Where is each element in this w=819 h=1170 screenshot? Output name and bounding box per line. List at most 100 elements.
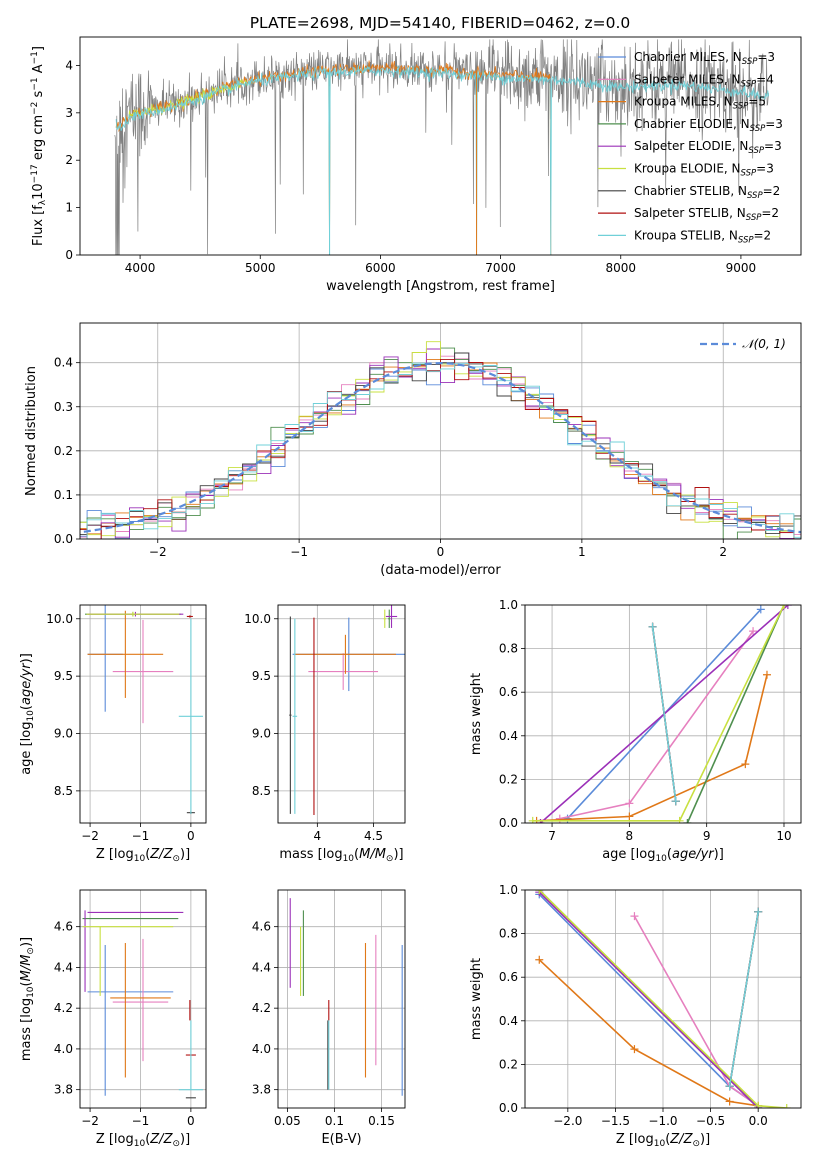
x-tick-label: −1.5 bbox=[601, 1114, 630, 1128]
label-part: 10 bbox=[654, 1139, 666, 1149]
label-part: ( bbox=[354, 847, 359, 862]
label-part: ] bbox=[31, 46, 46, 51]
y-tick-label: 4.6 bbox=[252, 920, 271, 934]
x-axis-label: E(B-V) bbox=[321, 1132, 361, 1147]
y-tick-label: 0.8 bbox=[499, 927, 518, 941]
legend-count: =5 bbox=[748, 95, 766, 109]
x-tick-label: −0.5 bbox=[696, 1114, 725, 1128]
weight-marker-krou_elodie bbox=[675, 816, 684, 823]
y-axis-label: Flux [fλ10−17 erg cm−2 s−1 A−1] bbox=[30, 46, 48, 246]
panel-residuals: −2 −1 0 1 2 0.0 0.1 0.2 0.3 0.4 (data-model)/error… bbox=[24, 322, 802, 578]
plot-area bbox=[289, 605, 405, 815]
y-tick-label: 10.0 bbox=[46, 612, 73, 626]
weight-marker-krou_elodie bbox=[528, 816, 537, 823]
x-tick-label: 1 bbox=[578, 545, 586, 559]
y-tick-label: 0.6 bbox=[499, 685, 518, 699]
y-tick-label: 0.0 bbox=[54, 532, 73, 546]
weight-marker-krou_stelib bbox=[648, 622, 657, 631]
y-tick-label: 3.8 bbox=[54, 1083, 73, 1097]
x-tick-label: −2 bbox=[81, 829, 99, 843]
model-spectrum-krou_stelib bbox=[115, 65, 769, 255]
legend-text: Salpeter MILES, N bbox=[634, 72, 741, 86]
label-part: 10 bbox=[134, 854, 146, 864]
x-tick-label: −1 bbox=[132, 1114, 150, 1128]
label-part: s bbox=[31, 90, 46, 101]
label-part: 10 bbox=[31, 183, 46, 200]
label-part: Z/Z bbox=[669, 1132, 693, 1147]
x-tick-label: 7000 bbox=[485, 261, 516, 275]
legend-entry-salp_stelib: Salpeter STELIB, NSSP=2 bbox=[634, 206, 779, 223]
weight-marker-krou_stelib bbox=[725, 1082, 734, 1091]
legend-count: =3 bbox=[757, 50, 775, 64]
weight-line-chab_elodie bbox=[686, 605, 785, 823]
label-part: ( bbox=[19, 981, 34, 986]
y-tick-label: 4.4 bbox=[252, 960, 271, 974]
legend-sub: SSP bbox=[742, 57, 758, 67]
label-part: −17 bbox=[30, 164, 40, 183]
legend-count: =3 bbox=[764, 139, 782, 153]
panel-z_age: −2 −1 08.59.09.510.0Z [log10(Z/Z⊙)]age [lo… bbox=[19, 604, 207, 864]
y-tick-label: 4.0 bbox=[54, 1042, 73, 1056]
y-tick-label: 3.8 bbox=[252, 1083, 271, 1097]
x-tick-label: 8000 bbox=[605, 261, 636, 275]
label-part: 10 bbox=[26, 710, 36, 722]
legend-text: Chabrier MILES, N bbox=[634, 50, 742, 64]
legend-entry-krou_miles: Kroupa MILES, NSSP=5 bbox=[634, 95, 766, 112]
axes-frame bbox=[79, 36, 802, 256]
weight-marker-chab_elodie bbox=[683, 819, 692, 823]
legend-text: Chabrier STELIB, N bbox=[634, 184, 747, 198]
legend-entry-chab_elodie: Chabrier ELODIE, NSSP=3 bbox=[634, 117, 783, 134]
plot-area bbox=[289, 898, 403, 1096]
x-tick-label: −1 bbox=[290, 545, 308, 559]
legend-entry-chab_miles: Chabrier MILES, NSSP=3 bbox=[634, 50, 775, 67]
legend-sub: SSP bbox=[746, 213, 762, 223]
label-part: Z/Z bbox=[149, 847, 173, 862]
x-tick-label: 4.5 bbox=[364, 829, 383, 843]
axes-frame bbox=[79, 322, 802, 540]
plot-area bbox=[85, 605, 203, 814]
x-tick-label: −2.0 bbox=[553, 1114, 582, 1128]
y-tick-label: 4.4 bbox=[54, 960, 73, 974]
legend-entry-krou_stelib: Kroupa STELIB, NSSP=2 bbox=[634, 228, 771, 245]
label-part: mass weight bbox=[469, 673, 484, 755]
y-tick-label: 2 bbox=[65, 153, 73, 167]
plot-area bbox=[114, 39, 769, 255]
y-axis-label: mass weight bbox=[469, 673, 484, 755]
label-part: )] bbox=[700, 1132, 710, 1147]
label-part: (data-model)/error bbox=[380, 563, 501, 578]
label-part: ( bbox=[665, 1132, 670, 1147]
x-tick-label: 6000 bbox=[365, 261, 396, 275]
x-tick-label: −1.0 bbox=[648, 1114, 677, 1128]
label-part: Z [log bbox=[96, 1132, 134, 1147]
x-axis-label: Z [log10(Z/Z⊙)] bbox=[96, 1132, 190, 1149]
x-tick-label: 4000 bbox=[125, 261, 156, 275]
legend-sub: SSP bbox=[748, 146, 764, 156]
x-tick-label: −2 bbox=[149, 545, 167, 559]
y-tick-label: 0.6 bbox=[499, 970, 518, 984]
x-axis-label: Z [log10(Z/Z⊙)] bbox=[96, 847, 190, 864]
label-part: 10 bbox=[343, 854, 355, 864]
legend-text: Kroupa MILES, N bbox=[634, 95, 733, 109]
x-tick-label: 0 bbox=[187, 829, 195, 843]
y-tick-label: 4 bbox=[65, 58, 73, 72]
weight-line-krou_stelib bbox=[651, 626, 677, 802]
legend-entry-krou_elodie: Kroupa ELODIE, NSSP=3 bbox=[634, 162, 774, 179]
weight-marker-krou_miles bbox=[535, 955, 544, 964]
axes-frame bbox=[524, 889, 802, 1109]
x-tick-label: 10 bbox=[776, 829, 791, 843]
label-part: 10 bbox=[655, 854, 667, 864]
weight-marker-salp_miles bbox=[630, 912, 639, 921]
x-axis-label: wavelength [Angstrom, rest frame] bbox=[326, 279, 555, 294]
legend-sub: SSP bbox=[750, 124, 766, 134]
y-tick-label: 4.2 bbox=[252, 1001, 271, 1015]
label-part: )] bbox=[180, 847, 190, 862]
label-part: age [log bbox=[19, 722, 34, 775]
x-tick-label: 8 bbox=[626, 829, 634, 843]
x-tick-label: 9 bbox=[703, 829, 711, 843]
label-part: 10 bbox=[134, 1139, 146, 1149]
weight-marker-krou_stelib bbox=[754, 907, 763, 916]
y-tick-label: 0.4 bbox=[499, 1014, 518, 1028]
